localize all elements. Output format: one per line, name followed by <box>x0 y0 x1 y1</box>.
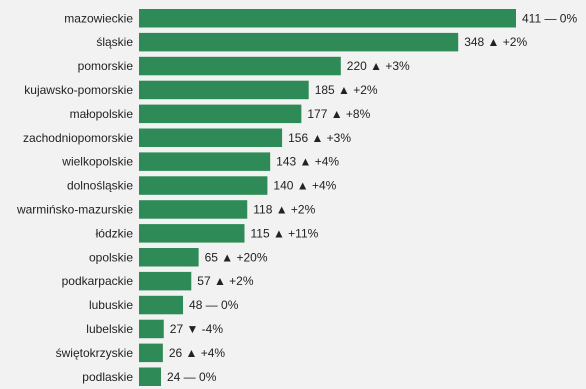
value-label: 140 ▲ +4% <box>273 179 336 193</box>
category-label: opolskie <box>89 250 133 264</box>
value-label: 48 — 0% <box>189 298 239 312</box>
value-label: 185 ▲ +2% <box>315 83 378 97</box>
bar <box>139 80 309 100</box>
bar <box>139 200 248 219</box>
value-label: 118 ▲ +2% <box>253 202 315 216</box>
value-label: 57 ▲ +2% <box>197 274 254 288</box>
value-label: 115 ▲ +11% <box>250 226 318 240</box>
category-label: kujawsko-pomorskie <box>24 83 133 97</box>
value-label: 27 ▼ -4% <box>170 322 224 336</box>
value-label: 156 ▲ +3% <box>288 131 351 145</box>
bar <box>139 128 283 147</box>
category-label: śląskie <box>96 35 133 49</box>
bar <box>139 152 271 171</box>
bar <box>139 176 268 195</box>
bar <box>139 248 199 267</box>
value-label: 143 ▲ +4% <box>276 155 339 169</box>
value-label: 348 ▲ +2% <box>464 35 527 49</box>
bar <box>139 295 184 315</box>
value-label: 177 ▲ +8% <box>307 107 370 121</box>
category-label: wielkopolskie <box>61 155 133 169</box>
category-label: świętokrzyskie <box>56 346 134 360</box>
category-label: lubelskie <box>86 322 133 336</box>
bars-group: mazowieckie 411 — 0% śląskie 348 ▲ +2% pomor… <box>16 9 577 386</box>
category-label: podlaskie <box>82 370 133 384</box>
value-label: 411 — 0% <box>522 11 577 25</box>
category-label: pomorskie <box>78 59 134 73</box>
bar <box>139 343 163 363</box>
value-label: 65 ▲ +20% <box>205 250 268 264</box>
bar <box>139 32 459 52</box>
category-label: mazowieckie <box>64 11 133 25</box>
value-label: 220 ▲ +3% <box>347 59 410 73</box>
category-label: lubuskie <box>89 298 133 312</box>
bar <box>139 319 164 339</box>
category-label: warmińsko-mazurskie <box>16 202 133 216</box>
category-label: zachodniopomorskie <box>23 131 133 145</box>
category-label: dolnośląskie <box>67 179 133 193</box>
bar <box>139 271 192 291</box>
bar <box>139 224 245 243</box>
bar <box>139 104 302 124</box>
value-label: 24 — 0% <box>167 370 217 384</box>
category-label: małopolskie <box>70 107 134 121</box>
bar <box>139 367 162 386</box>
value-label: 26 ▲ +4% <box>169 346 226 360</box>
category-label: podkarpackie <box>62 274 134 288</box>
bar <box>139 9 516 28</box>
category-label: łódzkie <box>96 226 134 240</box>
bar <box>139 56 341 76</box>
